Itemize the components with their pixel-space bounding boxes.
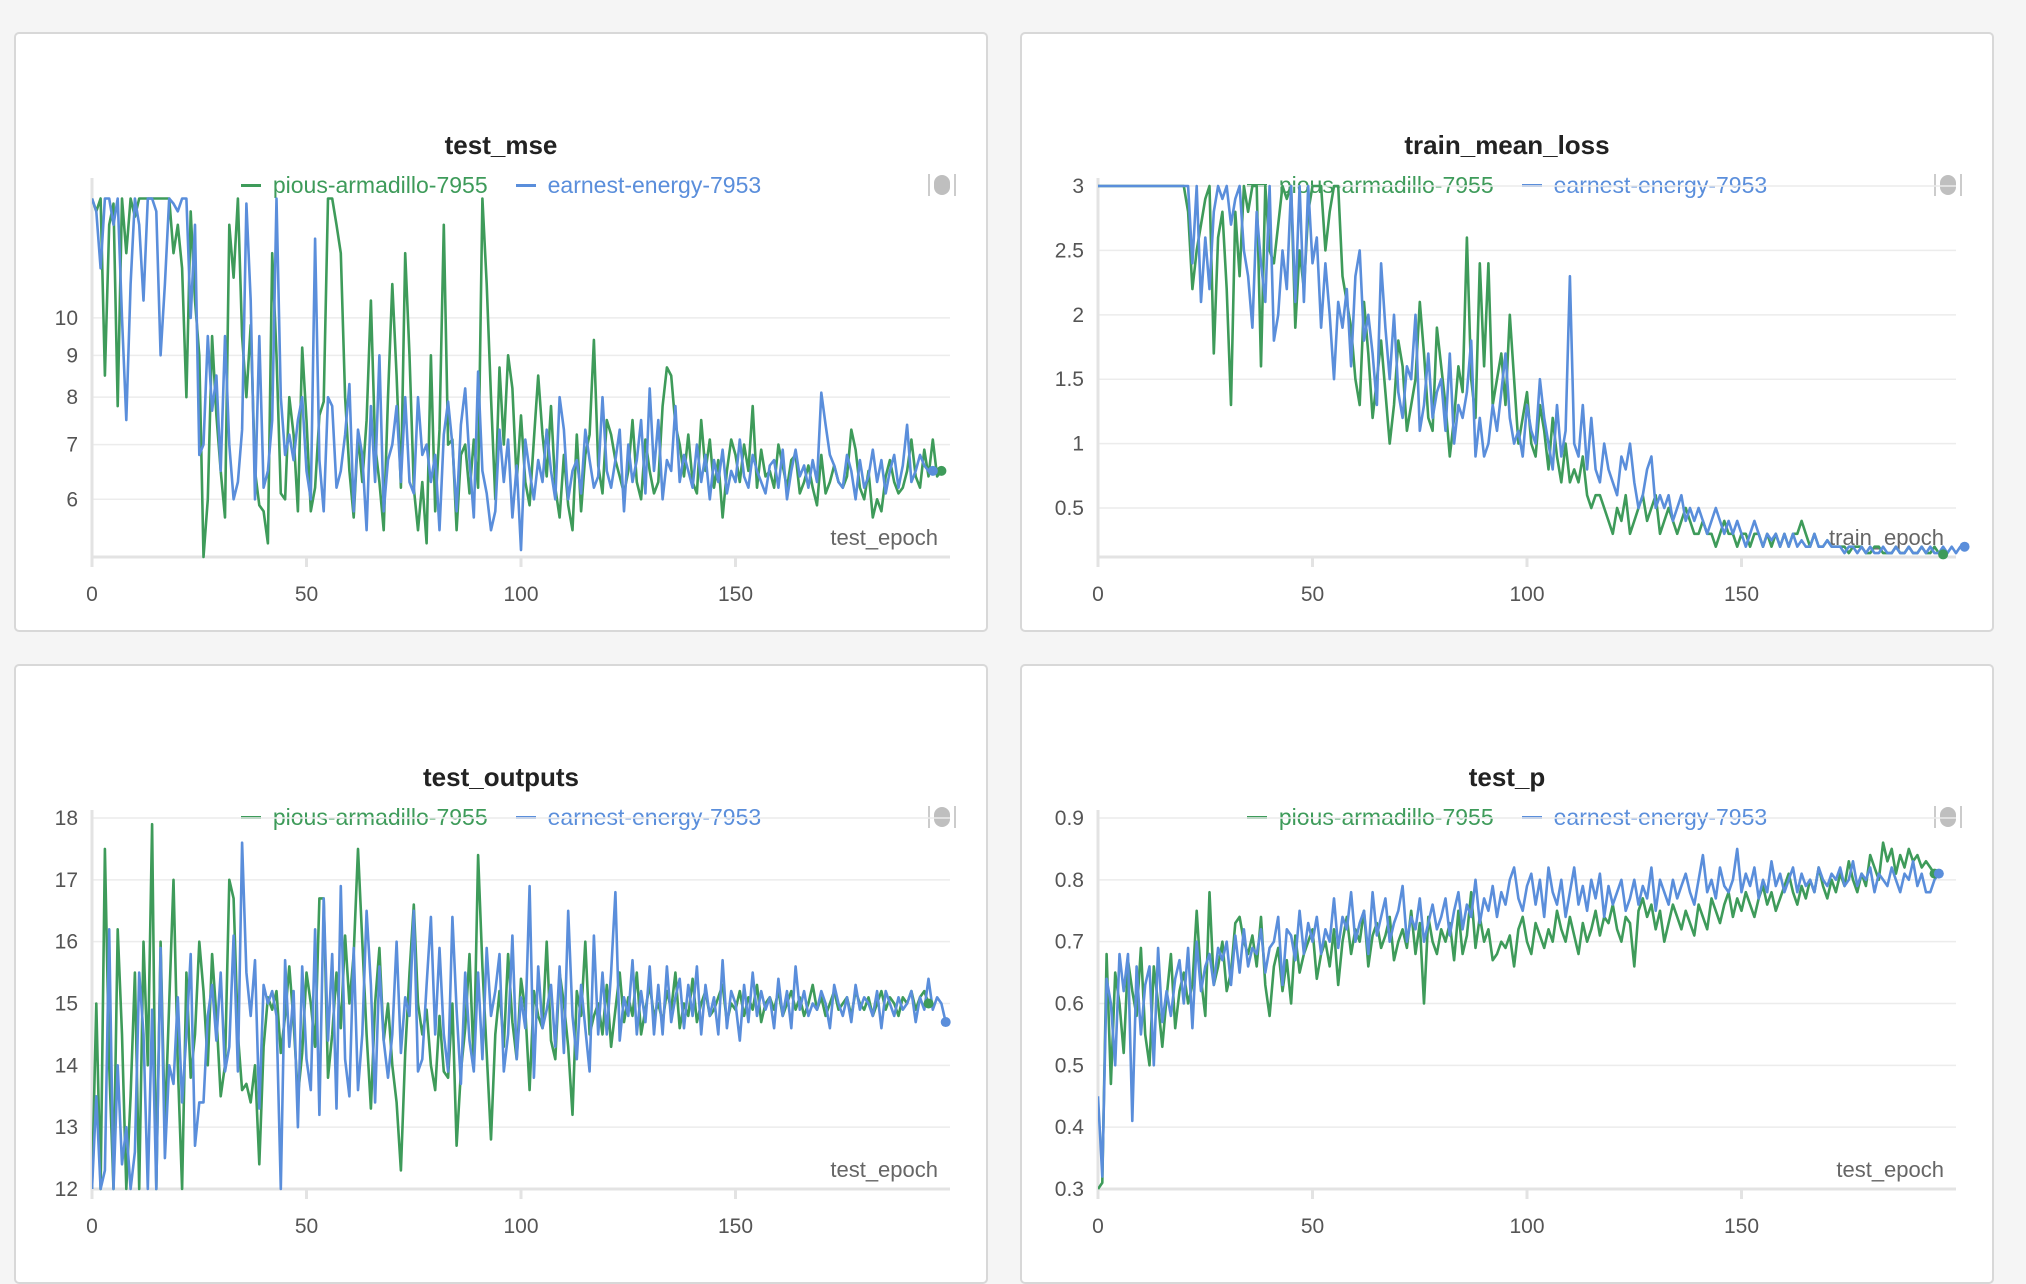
legend-swatch: [240, 184, 261, 187]
y-tick-label: 8: [66, 386, 78, 409]
y-tick-label: 2.5: [1055, 239, 1084, 262]
chart-panel-test-p: test_p pious-armadillo-7955 earnest-energy…: [1020, 664, 1994, 1284]
y-tick-label: 0.5: [1055, 1054, 1084, 1077]
y-tick-label: 0.3: [1055, 1178, 1084, 1201]
legend-toggle-icon[interactable]: [1934, 174, 1962, 196]
x-tick-label: 0: [1092, 1215, 1104, 1238]
y-tick-label: 13: [55, 1116, 78, 1139]
legend-item[interactable]: earnest-energy-7953: [515, 172, 762, 199]
chart-panel-test-mse: test_mse pious-armadillo-7955 earnest-ener…: [14, 32, 988, 632]
y-tick-label: 7: [66, 434, 78, 457]
x-tick-label: 150: [1724, 1215, 1759, 1238]
chart-legend: pious-armadillo-7955 earnest-energy-7953: [16, 172, 986, 199]
x-tick-label: 100: [503, 1215, 538, 1238]
legend-label: earnest-energy-7953: [547, 172, 762, 198]
legend-label: earnest-energy-7953: [547, 804, 762, 830]
series-line-earnest-energy[interactable]: [1098, 847, 1940, 1178]
legend-toggle-icon[interactable]: [1934, 806, 1962, 828]
x-axis-title: test_epoch: [830, 525, 938, 550]
toggle-knob: [1940, 807, 1956, 827]
x-tick-label: 150: [718, 1215, 753, 1238]
x-tick-label: 0: [86, 583, 98, 606]
x-tick-label: 150: [1724, 583, 1759, 606]
y-tick-label: 9: [66, 344, 78, 367]
legend-label: earnest-energy-7953: [1553, 804, 1768, 830]
series-endpoint-marker: [1938, 549, 1949, 560]
legend-label: pious-armadillo-7955: [272, 172, 488, 198]
series-endpoint-marker: [940, 1017, 951, 1028]
x-axis-title: test_epoch: [1836, 1157, 1944, 1182]
series-line-earnest-energy[interactable]: [92, 841, 947, 1191]
chart-title: test_outputs: [423, 762, 579, 792]
x-tick-label: 50: [1301, 583, 1324, 606]
chart-title: test_mse: [444, 130, 558, 160]
legend-label: pious-armadillo-7955: [272, 804, 488, 830]
toggle-knob: [1940, 175, 1956, 195]
legend-swatch: [515, 184, 536, 187]
series-line-pious-armadillo[interactable]: [92, 197, 943, 559]
y-tick-label: 1: [1072, 433, 1084, 456]
y-tick-label: 18: [55, 807, 78, 830]
legend-toggle-icon[interactable]: [928, 806, 956, 828]
legend-item[interactable]: pious-armadillo-7955: [1246, 804, 1494, 831]
x-tick-label: 150: [718, 583, 753, 606]
x-tick-label: 100: [503, 583, 538, 606]
x-tick-label: 50: [1301, 1215, 1324, 1238]
x-tick-label: 0: [1092, 583, 1104, 606]
y-tick-label: 14: [55, 1054, 79, 1077]
series-line-earnest-energy[interactable]: [1098, 184, 1965, 555]
x-tick-label: 50: [295, 583, 318, 606]
y-tick-label: 16: [55, 931, 78, 954]
chart-title: train_mean_loss: [1404, 130, 1610, 160]
x-axis-title: test_epoch: [830, 1157, 938, 1182]
y-tick-label: 17: [55, 869, 78, 892]
x-tick-label: 50: [295, 1215, 318, 1238]
legend-label: earnest-energy-7953: [1553, 172, 1768, 198]
series-endpoint-marker: [936, 465, 947, 476]
chart-svg: 12 13 14 15 16 17 18 0 50 100 150 test_epoch: [55, 807, 951, 1238]
y-tick-label: 12: [55, 1178, 78, 1201]
y-tick-label: 0.6: [1055, 993, 1084, 1016]
chart-svg: 0.3 0.4 0.5 0.6 0.7 0.8 0.9 0 50 100 150 test_epoch: [1055, 807, 1956, 1238]
chart-legend: pious-armadillo-7955 earnest-energy-7953: [1022, 804, 1992, 831]
series-line-earnest-energy[interactable]: [92, 197, 933, 552]
toggle-knob: [934, 807, 950, 827]
series-endpoint-marker: [1933, 868, 1944, 879]
y-tick-label: 0.9: [1055, 807, 1084, 830]
legend-toggle-icon[interactable]: [928, 174, 956, 196]
series-endpoint-marker: [927, 465, 938, 476]
series-endpoint-marker: [1959, 541, 1970, 552]
legend-label: pious-armadillo-7955: [1278, 804, 1494, 830]
chart-panel-test-outputs: test_outputs pious-armadillo-7955 earnest-…: [14, 664, 988, 1284]
y-tick-label: 0.5: [1055, 497, 1084, 520]
x-tick-label: 100: [1509, 1215, 1544, 1238]
x-tick-label: 100: [1509, 583, 1544, 606]
y-tick-label: 10: [55, 307, 78, 330]
y-tick-label: 1.5: [1055, 368, 1084, 391]
y-tick-label: 2: [1072, 304, 1084, 327]
y-tick-label: 0.8: [1055, 869, 1084, 892]
series-endpoint-marker: [923, 998, 934, 1009]
toggle-knob: [934, 175, 950, 195]
chart-svg: 0.5 1 1.5 2 2.5 3 0 50 100 150 train_epoch: [1055, 175, 1970, 606]
y-tick-label: 3: [1072, 175, 1084, 198]
y-tick-label: 15: [55, 993, 78, 1016]
series-line-pious-armadillo[interactable]: [1098, 184, 1944, 556]
legend-item[interactable]: pious-armadillo-7955: [240, 172, 488, 199]
chart-panel-train-mean-loss: train_mean_loss pious-armadillo-7955 earne…: [1020, 32, 1994, 632]
legend-item[interactable]: pious-armadillo-7955: [240, 804, 488, 831]
x-axis-title: train_epoch: [1829, 525, 1944, 550]
chart-legend: pious-armadillo-7955 earnest-energy-7953: [16, 804, 986, 831]
y-tick-label: 0.4: [1055, 1116, 1085, 1139]
legend-item[interactable]: earnest-energy-7953: [1521, 804, 1768, 831]
x-tick-label: 0: [86, 1215, 98, 1238]
chart-title: test_p: [1468, 762, 1546, 792]
series-line-pious-armadillo[interactable]: [1098, 841, 1936, 1190]
y-tick-label: 0.7: [1055, 931, 1084, 954]
y-tick-label: 6: [66, 488, 78, 511]
